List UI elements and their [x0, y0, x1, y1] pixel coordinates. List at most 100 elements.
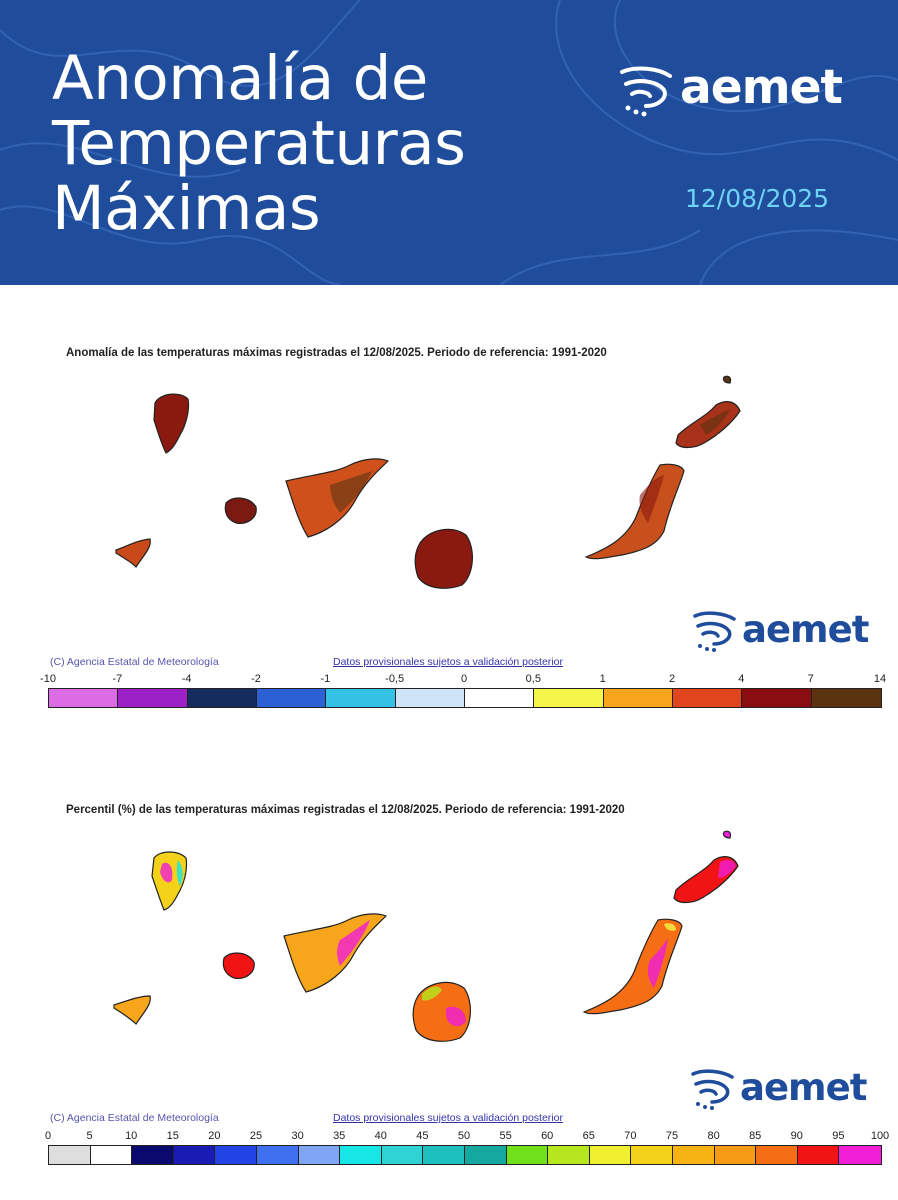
percentile-scale-swatch: [631, 1146, 673, 1164]
percentile-scale-tick-label: 85: [749, 1130, 762, 1142]
percentile-map-aemet-text: aemet: [740, 1066, 867, 1109]
percentile-scale-tick-label: 25: [249, 1130, 263, 1142]
percentile-scale-tick-label: 35: [333, 1130, 346, 1142]
header-contour-decoration: [0, 0, 898, 285]
anomaly-scale-swatch: [672, 689, 743, 707]
percentile-scale-swatch: [215, 1146, 257, 1164]
anomaly-scale-tick-label: -0,5: [385, 673, 405, 685]
percentile-map-title: Percentil (%) de las temperaturas máxima…: [66, 804, 625, 816]
anomaly-scale-swatch: [187, 689, 257, 707]
anomaly-scale-tick-label: -10: [40, 673, 56, 685]
anomaly-scale-tick-label: 0,5: [525, 673, 541, 685]
percentile-scale-tick-label: 95: [832, 1130, 845, 1142]
percentile-scale-tick-label: 45: [416, 1130, 429, 1142]
anomaly-map-aemet-text: aemet: [742, 608, 869, 651]
anomaly-scale-tick-label: -7: [112, 673, 123, 685]
percentile-scale-tick-label: 100: [870, 1130, 890, 1142]
anomaly-scale-swatch: [49, 689, 119, 707]
aemet-emblem-icon: [620, 66, 672, 117]
title-line-3: Máximas: [52, 173, 321, 244]
anomaly-scale-tick-label: 7: [807, 673, 814, 685]
percentile-scale-swatch: [132, 1146, 174, 1164]
anomaly-scale-swatch: [742, 689, 812, 707]
percentile-scale-tick-label: 65: [582, 1130, 595, 1142]
anomaly-map-title: Anomalía de las temperaturas máximas reg…: [66, 347, 607, 359]
anomaly-scale-tick-label: -4: [181, 673, 192, 685]
anomaly-scale-tick-label: -1: [320, 673, 331, 685]
percentile-scale-swatch: [381, 1146, 424, 1164]
percentile-scale-tick-label: 55: [499, 1130, 512, 1142]
anomaly-scale-tick-label: 4: [738, 673, 745, 685]
percentile-credit: (C) Agencia Estatal de Meteorología: [50, 1112, 219, 1124]
percentile-scale-swatch: [256, 1146, 299, 1164]
anomaly-scale-swatch: [326, 689, 396, 707]
page-title: Anomalía de Temperaturas Máximas: [52, 43, 466, 244]
percentile-scale-swatch: [589, 1146, 632, 1164]
anomaly-scale-tick-label: 0: [460, 673, 468, 685]
island-el-hierro: [115, 538, 151, 568]
percentile-scale-tick-label: 15: [166, 1130, 179, 1142]
anomaly-color-scale: [48, 688, 882, 708]
percentile-scale-swatch: [49, 1146, 91, 1164]
percentile-scale-tick-label: 80: [707, 1130, 720, 1142]
percentile-scale-swatch: [797, 1146, 840, 1164]
island-la-gomera: [222, 952, 255, 979]
island-gran-canaria: [414, 528, 473, 589]
anomaly-scale-tick-label: 14: [873, 673, 887, 685]
percentile-scale-swatch: [756, 1146, 798, 1164]
percentile-scale-tick-label: 5: [86, 1130, 93, 1142]
percentile-map: [113, 830, 739, 1042]
percentile-map-aemet-logo: aemet: [690, 1066, 890, 1116]
anomaly-credit: (C) Agencia Estatal de Meteorología: [50, 656, 219, 668]
percentile-color-scale: [48, 1145, 882, 1165]
aemet-emblem-icon: [691, 1069, 734, 1110]
island-tenerife: [283, 913, 388, 993]
anomaly-panel: Anomalía de las temperaturas máximas reg…: [0, 285, 898, 730]
percentile-scale-swatch: [714, 1146, 757, 1164]
anomaly-map: [115, 375, 741, 589]
anomaly-map-aemet-logo: aemet: [692, 608, 892, 658]
percentile-scale-tick-label: 75: [665, 1130, 679, 1142]
header-banner: Anomalía de Temperaturas Máximas aemet 1…: [0, 0, 898, 285]
anomaly-scale-tick-label: 1: [599, 673, 606, 685]
percentile-scale-swatch: [298, 1146, 341, 1164]
anomaly-scale-tick-label: 2: [668, 673, 676, 685]
anomaly-scale-swatch: [118, 689, 188, 707]
island-fuerteventura: [584, 463, 685, 560]
percentile-scale-swatch: [548, 1146, 590, 1164]
island-la-gomera: [224, 497, 257, 524]
aemet-emblem-icon: [693, 611, 736, 652]
island-el-hierro: [113, 995, 151, 1025]
percentile-scale-tick-label: 10: [125, 1130, 138, 1142]
anomaly-scale-swatch: [603, 689, 673, 707]
percentile-scale-tick-label: 70: [624, 1130, 637, 1142]
percentile-scale-swatch: [464, 1146, 507, 1164]
percentile-scale-tick-label: 40: [374, 1130, 387, 1142]
percentile-scale-tick-label: 50: [457, 1130, 471, 1142]
percentile-scale-swatch: [340, 1146, 382, 1164]
percentile-scale-tick-label: 60: [541, 1130, 554, 1142]
islet-graciosa: [722, 375, 732, 384]
anomaly-scale-swatch: [811, 689, 881, 707]
percentile-provisional-note: Datos provisionales sujetos a validación…: [333, 1112, 563, 1124]
anomaly-scale-swatch: [395, 689, 465, 707]
anomaly-scale-swatch: [534, 689, 604, 707]
percentile-scale-swatch: [672, 1146, 715, 1164]
anomaly-scale-tick-label: -2: [251, 673, 261, 685]
anomaly-scale-swatch: [256, 689, 327, 707]
aemet-logo: aemet: [618, 60, 848, 122]
percentile-scale-tick-label: 90: [790, 1130, 803, 1142]
anomaly-scale-ticks: -10 -7 -4 -2 -1 -0,5 0 0,5 1 2 4 7 14: [40, 673, 886, 687]
percentile-scale-tick-label: 0: [44, 1130, 52, 1142]
report-date: 12/08/2025: [685, 184, 830, 213]
percentile-scale-swatch: [839, 1146, 881, 1164]
percentile-scale-swatch: [506, 1146, 549, 1164]
islet-graciosa: [722, 830, 732, 839]
anomaly-scale-swatch: [464, 689, 535, 707]
title-line-2: Temperaturas: [52, 108, 466, 179]
anomaly-provisional-note: Datos provisionales sujetos a validación…: [333, 656, 563, 668]
percentile-scale-swatch: [173, 1146, 216, 1164]
percentile-scale-ticks: 0 5 10 15 20 25 30 35 40 45 50 55 60 65 70 75 80 85 90 95 10…: [44, 1130, 889, 1144]
aemet-logo-text: aemet: [680, 60, 843, 115]
title-line-1: Anomalía de: [52, 43, 428, 114]
